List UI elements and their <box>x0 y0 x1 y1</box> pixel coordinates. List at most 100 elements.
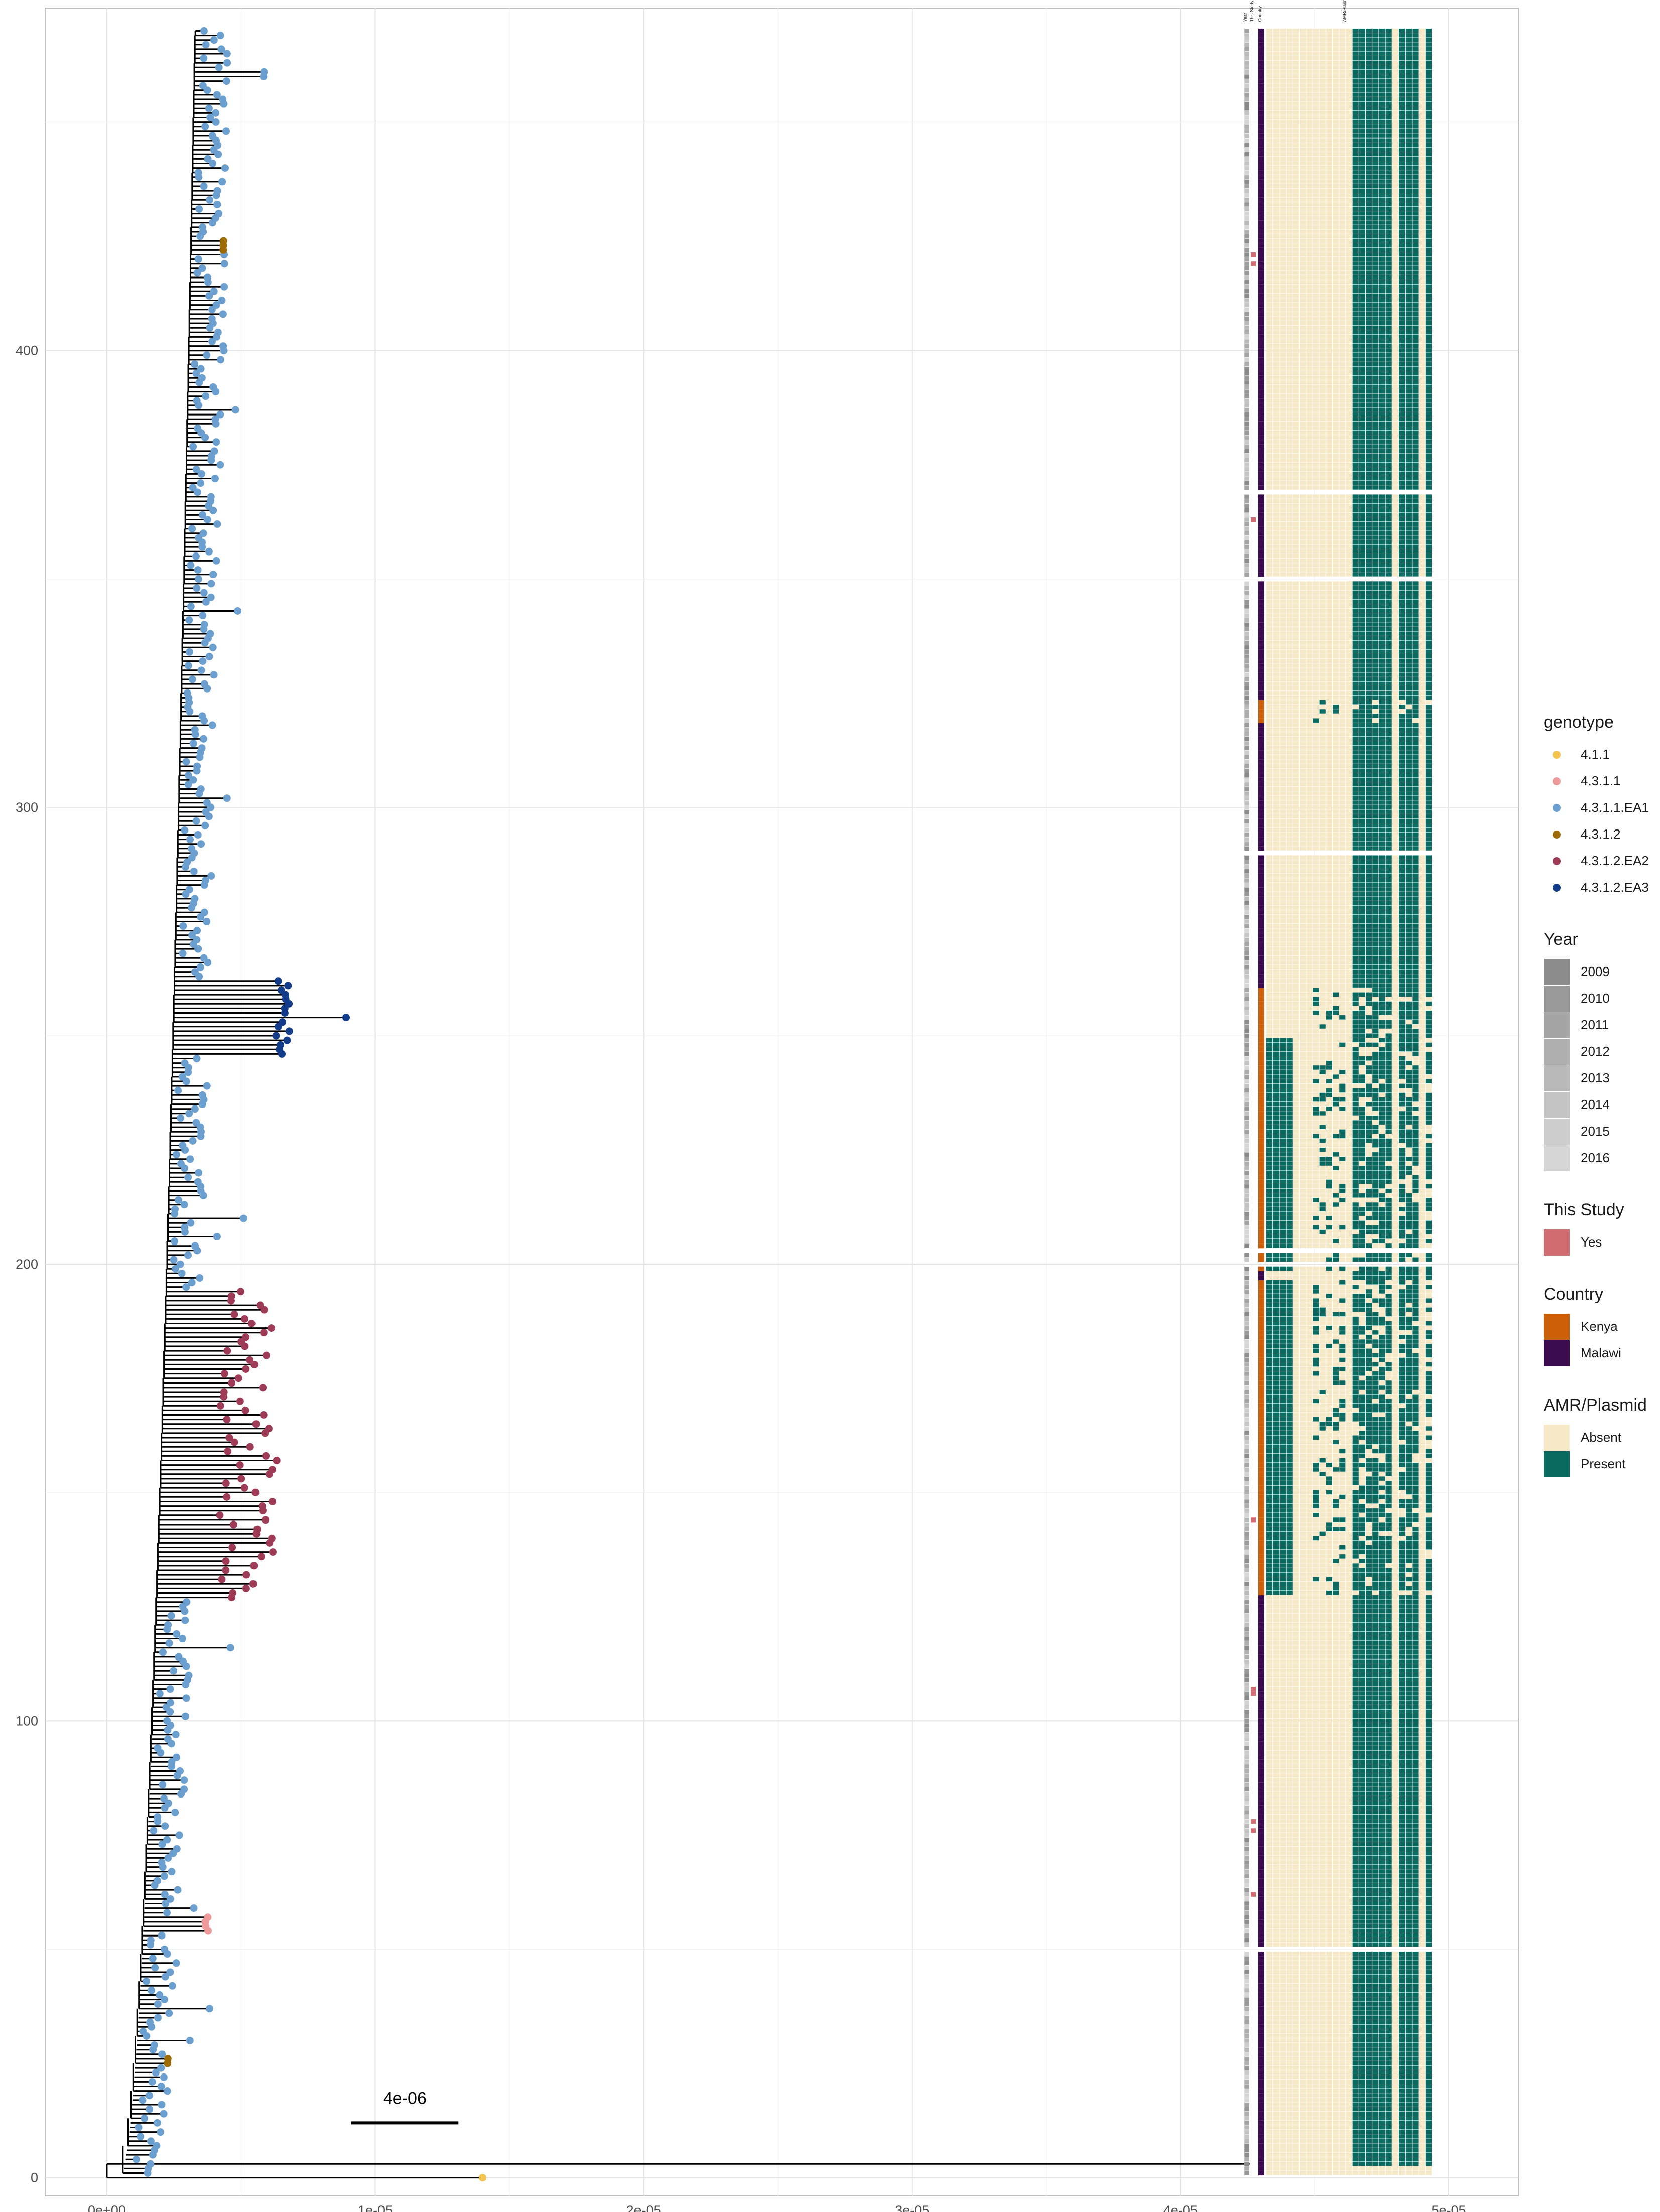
tip-4-3-1-2-EA2 <box>228 1379 236 1387</box>
amr-cell <box>1280 1933 1286 1938</box>
amr-cell <box>1359 2061 1365 2065</box>
amr-cell <box>1280 1453 1286 1458</box>
amr-cell <box>1352 2093 1359 2098</box>
amr-cell <box>1392 1997 1398 2002</box>
amr-cell <box>1392 1938 1398 1943</box>
amr-cell <box>1385 1636 1392 1641</box>
amr-cell <box>1293 2102 1299 2107</box>
amr-cell <box>1313 1636 1319 1641</box>
tip-4-3-1-1-EA1 <box>193 927 201 935</box>
amr-cell <box>1286 1896 1293 1901</box>
year-cell <box>1244 1709 1250 1714</box>
amr-cell <box>1333 1728 1339 1732</box>
amr-cell <box>1286 1563 1293 1568</box>
amr-cell <box>1333 1408 1339 1413</box>
amr-cell <box>1399 2052 1406 2056</box>
amr-cell <box>1372 1810 1379 1815</box>
tip-4-3-1-1-EA1 <box>190 867 198 875</box>
amr-cell <box>1379 1791 1385 1796</box>
amr-cell <box>1425 1924 1432 1928</box>
amr-cell <box>1273 1641 1280 1645</box>
amr-cell <box>1286 2011 1293 2015</box>
amr-cell <box>1352 1600 1359 1604</box>
amr-cell <box>1392 1782 1398 1787</box>
amr-cell <box>1425 2098 1432 2102</box>
amr-cell <box>1300 1819 1306 1824</box>
amr-cell <box>1319 2020 1326 2025</box>
amr-cell <box>1392 2139 1398 2143</box>
amr-cell <box>1392 1842 1398 1847</box>
amr-cell <box>1379 1645 1385 1650</box>
amr-cell <box>1339 1572 1346 1577</box>
amr-cell <box>1286 1472 1293 1476</box>
country-cell <box>1258 1586 1264 1591</box>
amr-cell <box>1266 1696 1273 1700</box>
tip-4-3-1-1-EA1 <box>176 1260 184 1268</box>
amr-cell <box>1399 1915 1406 1919</box>
amr-cell <box>1425 1577 1432 1582</box>
amr-cell <box>1333 1961 1339 1965</box>
country-cell <box>1258 2033 1264 2038</box>
amr-cell <box>1346 1983 1352 1988</box>
amr-cell <box>1412 1819 1419 1824</box>
year-cell <box>1244 1874 1250 1879</box>
amr-cell <box>1333 1595 1339 1600</box>
amr-cell <box>1392 1828 1398 1833</box>
amr-cell <box>1293 2029 1299 2034</box>
country-cell <box>1258 1997 1264 2002</box>
amr-cell <box>1333 1746 1339 1750</box>
amr-cell <box>1385 1938 1392 1943</box>
amr-cell <box>1379 2043 1385 2047</box>
tip-4-3-1-1-EA1 <box>218 297 226 305</box>
amr-cell <box>1372 1746 1379 1750</box>
amr-cell <box>1399 1691 1406 1696</box>
amr-cell <box>1379 1924 1385 1928</box>
amr-cell <box>1300 1595 1306 1600</box>
amr-cell <box>1359 1768 1365 1773</box>
amr-cell <box>1399 1522 1406 1527</box>
amr-cell <box>1425 2139 1432 2143</box>
amr-cell <box>1326 1499 1332 1504</box>
amr-cell <box>1273 1586 1280 1591</box>
amr-cell <box>1359 1737 1365 1741</box>
amr-cell <box>1319 1988 1326 1993</box>
amr-cell <box>1280 1819 1286 1824</box>
amr-cell <box>1346 1604 1352 1609</box>
tip-4-3-1-1-EA1 <box>152 2068 160 2077</box>
amr-cell <box>1392 1787 1398 1791</box>
amr-cell <box>1306 1408 1313 1413</box>
amr-cell <box>1346 1732 1352 1737</box>
amr-cell <box>1280 2070 1286 2075</box>
amr-cell <box>1306 1956 1313 1961</box>
amr-cell <box>1313 1705 1319 1710</box>
amr-cell <box>1326 1440 1332 1445</box>
tip-4-3-1-1-EA1 <box>220 283 228 291</box>
amr-cell <box>1280 1545 1286 1550</box>
amr-cell <box>1346 1901 1352 1906</box>
amr-cell <box>1352 1645 1359 1650</box>
amr-cell <box>1326 1682 1332 1687</box>
amr-cell <box>1419 1855 1425 1860</box>
amr-cell <box>1412 1718 1419 1723</box>
amr-cell <box>1352 1952 1359 1956</box>
amr-cell <box>1339 1961 1346 1965</box>
amr-cell <box>1306 1517 1313 1522</box>
tip-4-3-1-2-EA2 <box>229 1589 237 1597</box>
amr-cell <box>1306 1796 1313 1801</box>
amr-cell <box>1366 1887 1372 1892</box>
amr-cell <box>1366 1568 1372 1572</box>
year-cell <box>1244 1951 1250 1957</box>
amr-cell <box>1359 1869 1365 1874</box>
amr-cell <box>1313 2130 1319 2134</box>
amr-cell <box>1280 2056 1286 2061</box>
amr-cell <box>1399 1458 1406 1463</box>
amr-cell <box>1392 2107 1398 2112</box>
amr-cell <box>1385 1768 1392 1773</box>
amr-cell <box>1425 2056 1432 2061</box>
amr-cell <box>1313 1540 1319 1545</box>
amr-cell <box>1266 1631 1273 1636</box>
tip-4-3-1-1-EA1 <box>231 406 239 414</box>
amr-cell <box>1352 1540 1359 1545</box>
amr-cell <box>1286 1741 1293 1746</box>
amr-cell <box>1300 1504 1306 1508</box>
